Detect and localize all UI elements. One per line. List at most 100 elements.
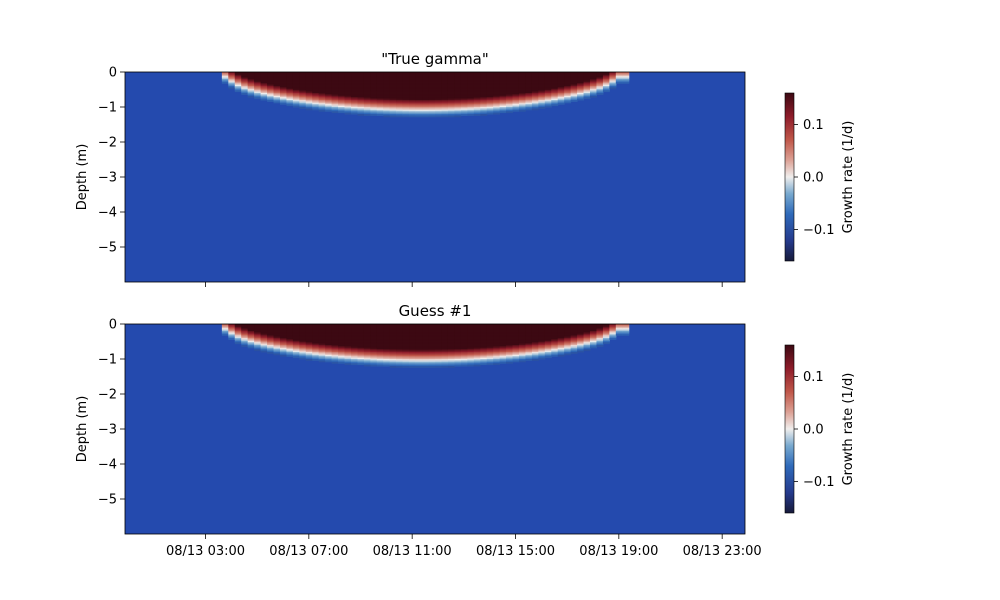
heatmap-cell (254, 87, 262, 90)
heatmap-cell (357, 345, 365, 347)
y-axis: 0−1−2−3−4−5 (98, 318, 125, 508)
heatmap-cell (609, 74, 617, 77)
heatmap-cell (583, 332, 591, 335)
heatmap-cell (486, 79, 494, 81)
heatmap-cell (435, 345, 442, 347)
heatmap-cell (590, 77, 597, 80)
heatmap-cell (538, 356, 546, 359)
heatmap-cell (383, 326, 391, 329)
heatmap-cell (402, 346, 410, 349)
heatmap-cell (325, 346, 333, 349)
heatmap-cell (518, 329, 526, 332)
heatmap-cell (254, 338, 262, 340)
heatmap-cell (622, 331, 630, 333)
heatmap-cell (363, 342, 371, 345)
heatmap-cell (260, 343, 268, 346)
heatmap-cell (422, 346, 430, 349)
heatmap-cell (441, 359, 449, 361)
heatmap-cell (615, 72, 623, 74)
y-tick-label: −3 (98, 423, 117, 438)
heatmap-cell (493, 354, 501, 357)
heatmap-cell (376, 360, 384, 363)
heatmap-cell (557, 73, 565, 76)
heatmap-cell (602, 77, 610, 80)
heatmap-cell (525, 335, 533, 338)
heatmap-cell (486, 95, 494, 98)
heatmap-cell (221, 333, 229, 336)
heatmap-cell (338, 350, 346, 353)
heatmap-cell (383, 90, 391, 93)
heatmap-cell (305, 326, 313, 329)
heatmap-cell (435, 72, 442, 74)
heatmap-cell (525, 81, 533, 84)
heatmap-cell (415, 366, 423, 368)
heatmap-cell (344, 363, 352, 366)
heatmap-cell (486, 346, 494, 349)
heatmap-cell (351, 338, 358, 340)
heatmap-cell (480, 87, 488, 90)
heatmap-cell (538, 74, 546, 77)
heatmap-cell (435, 346, 442, 349)
heatmap-cell (331, 98, 339, 101)
heatmap-cell (376, 354, 384, 357)
heatmap-cell (415, 87, 423, 90)
heatmap-cell (312, 326, 320, 329)
heatmap-cell (499, 98, 507, 101)
heatmap-cell (363, 93, 371, 95)
heatmap-cell (370, 336, 378, 339)
heatmap-cell (402, 338, 410, 340)
heatmap-cell (267, 332, 275, 335)
heatmap-cell (325, 326, 333, 329)
heatmap-cell (318, 347, 326, 350)
heatmap-cell (467, 347, 475, 350)
heatmap-cell (486, 340, 494, 343)
heatmap-cell (286, 331, 294, 333)
heatmap-cell (370, 342, 378, 345)
heatmap-cell (241, 88, 249, 91)
heatmap-cell (525, 98, 533, 101)
heatmap-cell (615, 325, 623, 328)
heatmap-cell (486, 72, 494, 74)
heatmap-cell (415, 353, 423, 356)
heatmap-cell (280, 336, 287, 339)
heatmap-cell (363, 97, 371, 100)
heatmap-cell (493, 332, 501, 335)
heatmap-cell (396, 111, 404, 114)
heatmap-cell (402, 360, 410, 363)
heatmap-cell (447, 73, 455, 76)
heatmap-cell (344, 357, 352, 360)
heatmap-cell (544, 353, 552, 356)
heatmap-cell (422, 326, 430, 329)
heatmap-cell (538, 340, 546, 343)
heatmap-cell (357, 332, 365, 335)
heatmap-cell (531, 345, 539, 347)
heatmap-cell (305, 338, 313, 340)
heatmap-cell (351, 328, 358, 331)
heatmap-cell (363, 326, 371, 329)
heatmap-cell (609, 80, 617, 83)
heatmap-cell (312, 353, 320, 356)
heatmap-cell (292, 347, 300, 350)
heatmap-cell (577, 77, 585, 80)
heatmap-cell (389, 353, 397, 356)
heatmap-cell (234, 338, 242, 340)
heatmap-cell (312, 74, 320, 77)
heatmap-cell (351, 109, 358, 112)
heatmap-cell (415, 345, 423, 347)
heatmap-cell (370, 109, 378, 112)
heatmap-cell (415, 111, 423, 114)
heatmap-cell (525, 347, 533, 350)
heatmap-cell (312, 343, 320, 346)
heatmap-cell (544, 331, 552, 333)
heatmap-cell (234, 332, 242, 335)
heatmap-cell (480, 363, 488, 366)
y-tick-label: −1 (98, 101, 117, 116)
heatmap-cell (338, 97, 346, 100)
heatmap-cell (221, 74, 229, 77)
heatmap-cell (473, 81, 481, 84)
heatmap-cell (267, 95, 275, 98)
heatmap-cell (247, 83, 255, 86)
heatmap-cell (389, 100, 397, 102)
heatmap-cell (402, 95, 410, 98)
heatmap-cell (428, 97, 436, 100)
